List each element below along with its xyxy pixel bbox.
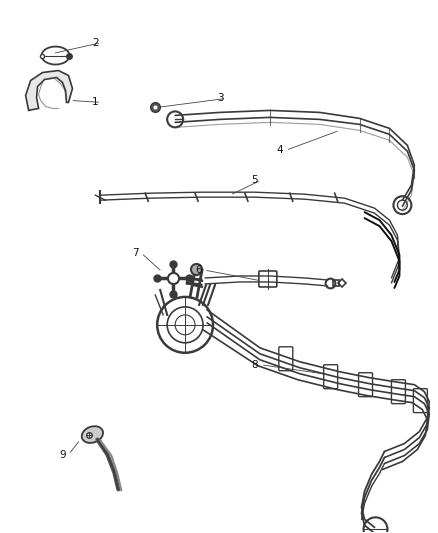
Text: 2: 2 bbox=[92, 38, 99, 47]
Text: 9: 9 bbox=[59, 449, 66, 459]
Polygon shape bbox=[25, 70, 72, 110]
Text: 5: 5 bbox=[251, 175, 258, 185]
Text: 8: 8 bbox=[251, 360, 258, 370]
Text: 4: 4 bbox=[276, 146, 283, 155]
Text: 7: 7 bbox=[132, 248, 138, 258]
Text: 1: 1 bbox=[92, 98, 99, 108]
Ellipse shape bbox=[82, 426, 103, 443]
Text: 3: 3 bbox=[217, 93, 223, 103]
Text: 6: 6 bbox=[195, 265, 201, 275]
